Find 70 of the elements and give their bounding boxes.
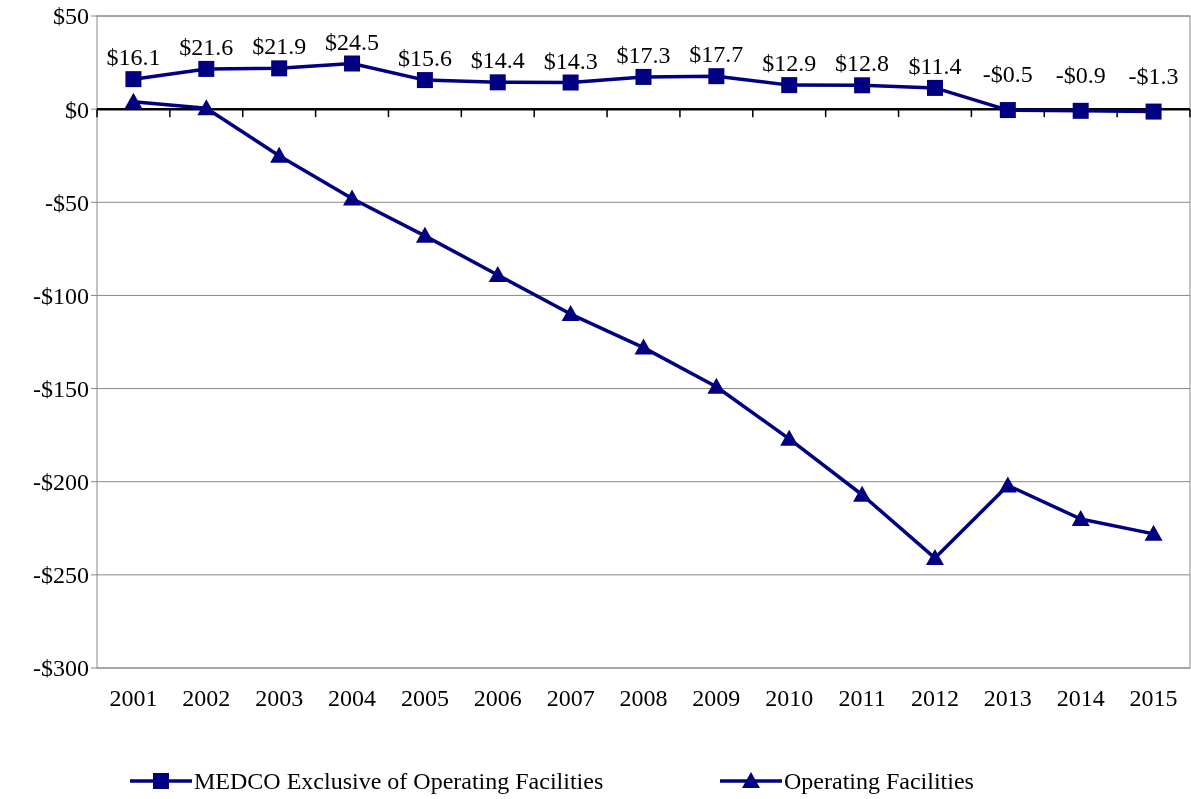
legend-label: Operating Facilities bbox=[784, 768, 974, 795]
data-label: $15.6 bbox=[397, 45, 452, 72]
point bbox=[488, 265, 507, 282]
y-tick-label: -$300 bbox=[33, 655, 89, 682]
x-tick-label: 2014 bbox=[1056, 685, 1105, 711]
x-tick-label: 2015 bbox=[1129, 685, 1178, 711]
point bbox=[780, 429, 799, 446]
data-label: $12.9 bbox=[762, 50, 817, 77]
x-tick-label: 2004 bbox=[328, 685, 377, 711]
point bbox=[415, 226, 434, 243]
y-tick-label: -$50 bbox=[45, 189, 89, 216]
point bbox=[926, 79, 943, 96]
point bbox=[124, 92, 143, 109]
y-tick-label: -$100 bbox=[33, 282, 89, 309]
y-tick-label: -$150 bbox=[33, 375, 89, 402]
point bbox=[999, 102, 1016, 119]
point bbox=[925, 549, 944, 566]
data-label: $14.3 bbox=[543, 47, 598, 74]
data-label: $24.5 bbox=[325, 28, 380, 55]
point bbox=[271, 60, 288, 77]
point bbox=[635, 68, 652, 85]
data-label: -$0.9 bbox=[1055, 61, 1106, 88]
point bbox=[1071, 509, 1090, 526]
x-tick-label: 2008 bbox=[619, 685, 668, 711]
point bbox=[197, 99, 216, 116]
point bbox=[270, 146, 289, 163]
point bbox=[707, 377, 726, 394]
x-tick-label: 2013 bbox=[983, 685, 1032, 711]
point bbox=[1072, 102, 1089, 119]
point bbox=[489, 74, 506, 91]
data-label: $21.6 bbox=[179, 33, 234, 60]
legend-label: MEDCO Exclusive of Operating Facilities bbox=[194, 768, 604, 795]
point bbox=[1144, 524, 1163, 541]
x-tick-label: 2002 bbox=[182, 685, 231, 711]
x-tick-label: 2006 bbox=[473, 685, 522, 711]
point bbox=[343, 189, 362, 206]
y-tick-label: -$250 bbox=[33, 562, 89, 589]
x-tick-label: 2001 bbox=[109, 685, 158, 711]
data-label: $11.4 bbox=[908, 52, 962, 79]
data-label: -$0.5 bbox=[982, 61, 1033, 88]
point bbox=[561, 305, 580, 322]
x-tick-label: 2010 bbox=[765, 685, 814, 711]
data-label: $12.8 bbox=[835, 50, 890, 77]
point bbox=[853, 485, 872, 502]
point bbox=[781, 77, 798, 94]
y-tick-label: -$200 bbox=[33, 469, 89, 496]
data-label: -$1.3 bbox=[1128, 62, 1179, 89]
point bbox=[998, 476, 1017, 493]
point bbox=[416, 72, 433, 89]
point bbox=[708, 68, 725, 85]
x-tick-label: 2012 bbox=[910, 685, 959, 711]
point bbox=[1145, 103, 1162, 120]
x-tick-label: 2009 bbox=[692, 685, 741, 711]
y-tick-label: $0 bbox=[65, 96, 89, 123]
point bbox=[854, 77, 871, 94]
data-label: $16.1 bbox=[106, 44, 161, 71]
point bbox=[198, 60, 215, 77]
y-tick-label: $50 bbox=[53, 3, 89, 30]
point bbox=[634, 338, 653, 355]
data-label: $17.7 bbox=[689, 41, 744, 68]
x-tick-label: 2011 bbox=[838, 685, 886, 711]
data-label: $17.3 bbox=[616, 41, 671, 68]
point bbox=[125, 71, 142, 88]
point bbox=[562, 74, 579, 91]
x-tick-label: 2005 bbox=[400, 685, 449, 711]
point bbox=[344, 55, 361, 72]
x-tick-label: 2003 bbox=[255, 685, 304, 711]
data-label: $14.4 bbox=[470, 47, 525, 74]
x-tick-label: 2007 bbox=[546, 685, 595, 711]
data-label: $21.9 bbox=[252, 33, 307, 60]
